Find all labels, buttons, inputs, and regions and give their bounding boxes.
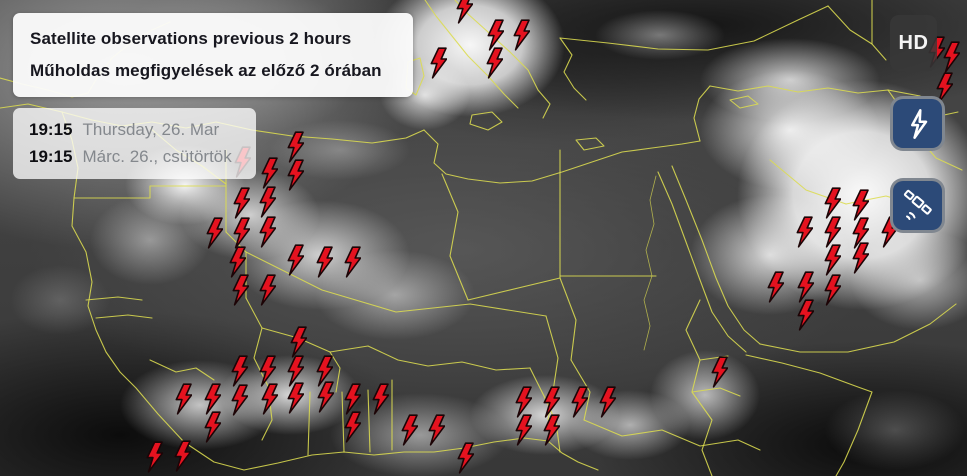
lightning-strike-icon	[282, 244, 305, 276]
lightning-strike-icon	[452, 442, 475, 474]
satellite-layer-button[interactable]	[890, 178, 945, 233]
time-value-hu: 19:15	[29, 147, 73, 167]
lightning-strike-icon	[226, 384, 249, 416]
time-panel: 19:15 Thursday, 26. Mar 19:15 Márc. 26.,…	[13, 108, 256, 179]
lightning-strike-icon	[819, 216, 842, 248]
lightning-strike-icon	[510, 414, 533, 446]
lightning-strike-icon	[819, 187, 842, 219]
lightning-strike-icon	[847, 242, 870, 274]
lightning-strike-icon	[339, 246, 362, 278]
lightning-strike-icon	[792, 299, 815, 331]
time-row-en: 19:15 Thursday, 26. Mar	[29, 120, 240, 140]
lightning-strike-icon	[227, 274, 250, 306]
time-row-hu: 19:15 Márc. 26., csütörtök	[29, 147, 240, 167]
lightning-strike-icon	[847, 217, 870, 249]
lightning-strike-icon	[508, 19, 531, 51]
date-label-en: Thursday, 26. Mar	[82, 119, 220, 139]
lightning-strike-icon	[141, 441, 164, 473]
lightning-strike-icon	[282, 159, 305, 191]
lightning-layer-button[interactable]	[890, 96, 945, 151]
lightning-strike-icon	[566, 386, 589, 418]
lightning-strike-icon	[819, 244, 842, 276]
lightning-strike-icon	[538, 414, 561, 446]
lightning-strike-icon	[228, 187, 251, 219]
lightning-strike-icon	[819, 274, 842, 306]
lightning-strike-icon	[169, 440, 192, 472]
lightning-strike-icon	[481, 47, 504, 79]
lightning-strike-icon	[538, 386, 561, 418]
lightning-strike-icon	[199, 411, 222, 443]
lightning-strike-icon	[170, 383, 193, 415]
hd-toggle-button[interactable]: HD	[890, 15, 937, 71]
lightning-strike-icon	[791, 216, 814, 248]
lightning-strike-icon	[510, 386, 533, 418]
lightning-strike-icon	[762, 271, 785, 303]
lightning-strike-icon	[282, 355, 305, 387]
lightning-strike-icon	[451, 0, 474, 24]
lightning-strike-icon	[339, 411, 362, 443]
lightning-strike-icon	[285, 326, 308, 358]
lightning-strike-icon	[312, 381, 335, 413]
satellite-icon	[901, 189, 935, 223]
lightning-icon	[904, 108, 932, 140]
lightning-strike-icon	[931, 72, 954, 104]
lightning-strike-icon	[367, 383, 390, 415]
lightning-strike-icon	[254, 274, 277, 306]
lightning-strike-icon	[282, 131, 305, 163]
lightning-strike-icon	[482, 19, 505, 51]
lightning-strike-icon	[396, 414, 419, 446]
lightning-strike-icon	[594, 386, 617, 418]
lightning-strike-icon	[226, 355, 249, 387]
lightning-strike-icon	[201, 217, 224, 249]
lightning-strike-icon	[228, 217, 251, 249]
title-panel: Satellite observations previous 2 hours …	[13, 13, 413, 97]
lightning-strike-icon	[339, 383, 362, 415]
lightning-strike-icon	[256, 383, 279, 415]
lightning-strike-icon	[847, 189, 870, 221]
lightning-strike-icon	[224, 246, 247, 278]
lightning-strike-icon	[311, 246, 334, 278]
time-value-en: 19:15	[29, 119, 73, 139]
lightning-strike-icon	[282, 382, 305, 414]
lightning-strike-icon	[792, 271, 815, 303]
lightning-strike-icon	[311, 355, 334, 387]
date-label-hu: Márc. 26., csütörtök	[82, 147, 232, 167]
lightning-strike-icon	[254, 216, 277, 248]
lightning-strike-icon	[199, 383, 222, 415]
title-primary: Satellite observations previous 2 hours	[30, 29, 352, 48]
lightning-strike-icon	[938, 41, 961, 73]
lightning-strike-icon	[254, 186, 277, 218]
title-secondary: Műholdas megfigyelések az előző 2 órában	[30, 61, 382, 80]
lightning-strike-icon	[256, 157, 279, 189]
lightning-strike-icon	[706, 356, 729, 388]
lightning-strike-icon	[423, 414, 446, 446]
lightning-strike-icon	[254, 355, 277, 387]
lightning-strike-icon	[425, 47, 448, 79]
